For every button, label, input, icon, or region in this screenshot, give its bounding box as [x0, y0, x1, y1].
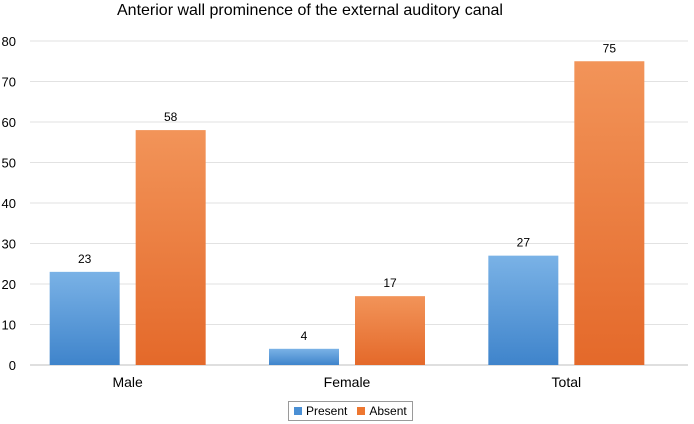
data-label: 17: [383, 276, 397, 290]
bar-present-female: [269, 348, 339, 365]
x-tick-label: Female: [324, 374, 371, 390]
y-tick-label: 20: [2, 277, 16, 292]
y-tick-label: 50: [2, 156, 16, 171]
x-tick-label: Total: [552, 374, 582, 390]
y-tick-label: 40: [2, 196, 16, 211]
legend-label-absent: Absent: [369, 404, 407, 418]
x-tick-label: Male: [112, 374, 143, 390]
chart-legend: Present Absent: [288, 401, 413, 421]
legend-label-present: Present: [306, 404, 348, 418]
y-tick-label: 60: [2, 115, 16, 130]
y-tick-label: 30: [2, 237, 16, 252]
y-tick-label: 10: [2, 318, 16, 333]
y-tick-label: 80: [2, 34, 16, 49]
data-label: 4: [301, 329, 308, 343]
legend-swatch-present: [294, 407, 302, 415]
y-tick-label: 70: [2, 75, 16, 90]
data-label: 27: [517, 236, 531, 250]
bar-chart: 0 10 20 30 40 50 60 70 80 23 58 Male 4 17 Female 27 75 To…: [2, 34, 688, 390]
bar-absent-male: [135, 130, 206, 365]
data-label: 23: [78, 252, 92, 266]
bar-present-male: [49, 271, 120, 365]
bar-absent-total: [574, 61, 645, 365]
data-label: 75: [603, 41, 617, 55]
chart-title: Anterior wall prominence of the external…: [117, 2, 503, 19]
legend-swatch-absent: [357, 407, 366, 415]
y-tick-label: 0: [9, 358, 16, 373]
legend-item-present: Present: [294, 404, 347, 418]
bar-absent-female: [355, 296, 425, 365]
data-label: 58: [164, 110, 178, 124]
legend-item-absent: Absent: [357, 404, 407, 418]
bar-present-total: [488, 255, 559, 365]
